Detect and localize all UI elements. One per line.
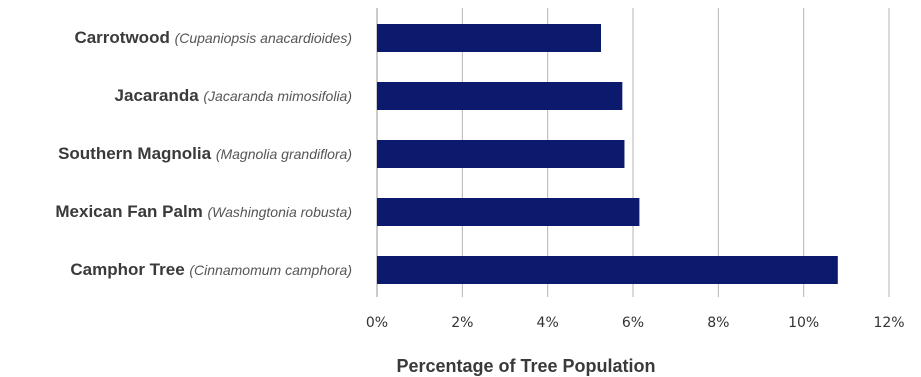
bar [377, 256, 838, 284]
x-tick-label: 8% [707, 315, 729, 331]
x-tick-label: 0% [366, 315, 388, 331]
category-common-name: Carrotwood [74, 28, 174, 47]
category-label: Carrotwood (Cupaniopsis anacardioides) [74, 28, 352, 47]
category-label: Camphor Tree (Cinnamomum camphora) [70, 260, 352, 279]
x-tick-label: 2% [451, 315, 473, 331]
category-scientific-name: (Magnolia grandiflora) [216, 146, 352, 162]
bars [377, 24, 838, 284]
x-tick-label: 6% [622, 315, 644, 331]
category-common-name: Jacaranda [115, 86, 204, 105]
bar [377, 82, 623, 110]
x-tick-label: 10% [788, 315, 819, 331]
category-scientific-name: (Jacaranda mimosifolia) [203, 88, 352, 104]
x-tick-labels: 0% 2% 4% 6% 8% 10% 12% [366, 315, 905, 331]
category-common-name: Camphor Tree [70, 260, 189, 279]
category-scientific-name: (Washingtonia robusta) [208, 204, 352, 220]
bar [377, 140, 625, 168]
category-label: Jacaranda (Jacaranda mimosifolia) [115, 86, 352, 105]
category-common-name: Mexican Fan Palm [55, 202, 207, 221]
bar [377, 24, 601, 52]
x-tick-label: 4% [537, 315, 559, 331]
x-axis-label: Percentage of Tree Population [396, 356, 655, 376]
x-tick-label: 12% [873, 315, 904, 331]
category-label: Southern Magnolia (Magnolia grandiflora) [58, 144, 352, 163]
category-common-name: Southern Magnolia [58, 144, 216, 163]
bar [377, 198, 640, 226]
category-label: Mexican Fan Palm (Washingtonia robusta) [55, 202, 352, 221]
category-scientific-name: (Cupaniopsis anacardioides) [175, 30, 352, 46]
category-scientific-name: (Cinnamomum camphora) [189, 262, 352, 278]
category-labels: Carrotwood (Cupaniopsis anacardioides) Ja… [55, 28, 352, 279]
